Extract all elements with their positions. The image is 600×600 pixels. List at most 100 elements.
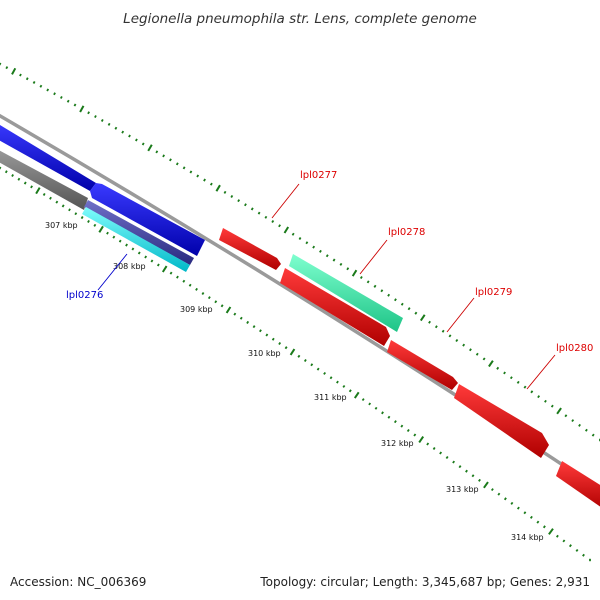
minor-tick	[25, 77, 29, 81]
minor-tick	[60, 95, 63, 99]
minor-tick	[312, 245, 316, 249]
minor-tick	[93, 223, 97, 227]
gene-label-lpl0278[interactable]: lpl0278	[388, 227, 425, 238]
minor-tick	[11, 174, 14, 177]
minor-tick	[94, 115, 97, 119]
gene-lpl0278-feature[interactable]	[289, 254, 403, 332]
minor-tick	[244, 203, 247, 207]
minor-tick	[4, 170, 8, 174]
minor-tick	[509, 376, 513, 380]
major-tick	[418, 436, 425, 443]
minor-tick	[87, 219, 90, 223]
minor-tick	[87, 111, 90, 115]
minor-tick	[176, 275, 179, 279]
minor-tick	[348, 389, 352, 393]
gene-label-lpl0276[interactable]: lpl0276	[66, 290, 103, 301]
minor-tick	[448, 334, 452, 338]
gene-lpl0280-feature[interactable]	[454, 384, 549, 458]
minor-tick	[257, 211, 261, 215]
minor-tick	[66, 99, 70, 103]
major-tick	[215, 184, 221, 192]
gene-lpl0277-feature[interactable]	[219, 228, 281, 270]
minor-tick	[568, 544, 572, 548]
gene-label-lpl0279[interactable]: lpl0279	[475, 287, 512, 298]
minor-tick	[591, 433, 595, 437]
inner-tick-track	[0, 166, 591, 562]
minor-tick	[223, 190, 227, 194]
minor-tick	[298, 237, 302, 240]
minor-tick	[207, 296, 211, 300]
minor-tick	[196, 174, 200, 178]
minor-tick	[503, 371, 506, 375]
tick-label: 313 kbp	[446, 485, 479, 494]
gene-label-lpl0280[interactable]: lpl0280	[556, 343, 593, 354]
gene-red-a[interactable]	[280, 268, 390, 346]
minor-tick	[118, 239, 122, 243]
minor-tick	[387, 293, 391, 297]
minor-tick	[106, 231, 109, 235]
gene-red-b[interactable]	[556, 461, 600, 510]
minor-tick	[366, 280, 370, 284]
minor-tick	[310, 363, 314, 367]
minor-tick	[53, 92, 56, 96]
minor-tick	[414, 311, 418, 315]
tick-label: 308 kbp	[113, 262, 146, 271]
minor-tick	[478, 478, 481, 482]
minor-tick	[303, 359, 307, 362]
major-tick	[483, 481, 489, 489]
minor-tick	[125, 243, 128, 247]
minor-tick	[291, 232, 295, 236]
minor-tick	[252, 325, 256, 329]
minor-tick	[42, 192, 46, 196]
blue-feature-left	[0, 125, 96, 191]
minor-tick	[428, 320, 431, 324]
minor-tick	[128, 134, 131, 138]
minor-tick	[49, 196, 52, 200]
minor-tick	[305, 241, 309, 245]
minor-tick	[537, 395, 541, 399]
minor-tick	[278, 224, 281, 228]
minor-tick	[316, 367, 320, 371]
minor-tick	[112, 235, 116, 239]
minor-tick	[571, 419, 575, 423]
minor-tick	[342, 384, 346, 388]
accession-text: Accession: NC_006369	[10, 575, 147, 589]
minor-tick	[458, 465, 462, 469]
minor-tick	[381, 411, 384, 415]
minor-tick	[265, 333, 269, 337]
tick-label: 311 kbp	[314, 393, 347, 402]
tick-label: 307 kbp	[45, 221, 78, 230]
map-title: Legionella pneumophila str. Lens, comple…	[123, 11, 477, 27]
minor-tick	[387, 415, 391, 419]
minor-tick	[246, 320, 250, 324]
tick-label: 314 kbp	[511, 533, 544, 542]
minor-tick	[17, 177, 21, 181]
gene-lpl0279-feature[interactable]	[387, 340, 458, 390]
major-tick	[548, 528, 554, 535]
cyan-feature	[82, 207, 190, 272]
minor-tick	[445, 455, 449, 460]
minor-tick	[30, 185, 33, 189]
minor-tick	[462, 343, 466, 347]
gene-label-lpl0277[interactable]: lpl0277	[300, 170, 337, 181]
blue-feature-lpl0276[interactable]	[90, 183, 205, 256]
minor-tick	[413, 433, 417, 437]
minor-tick	[516, 380, 520, 384]
minor-tick	[432, 447, 436, 450]
minor-tick	[182, 166, 186, 170]
minor-tick	[297, 354, 301, 358]
tick-labels: 307 kbp 308 kbp 309 kbp 310 kbp 311 kbp …	[45, 221, 544, 542]
minor-tick	[107, 122, 111, 126]
minor-tick	[582, 553, 585, 557]
minor-tick	[214, 300, 218, 304]
minor-tick	[284, 346, 288, 350]
minor-tick	[359, 276, 363, 279]
major-tick	[147, 144, 153, 152]
minor-tick	[39, 84, 43, 88]
minor-tick	[155, 150, 159, 154]
minor-tick	[523, 511, 527, 515]
minor-tick	[201, 292, 205, 295]
minor-tick	[114, 126, 118, 130]
minor-tick	[564, 414, 568, 418]
minor-tick	[400, 424, 404, 428]
